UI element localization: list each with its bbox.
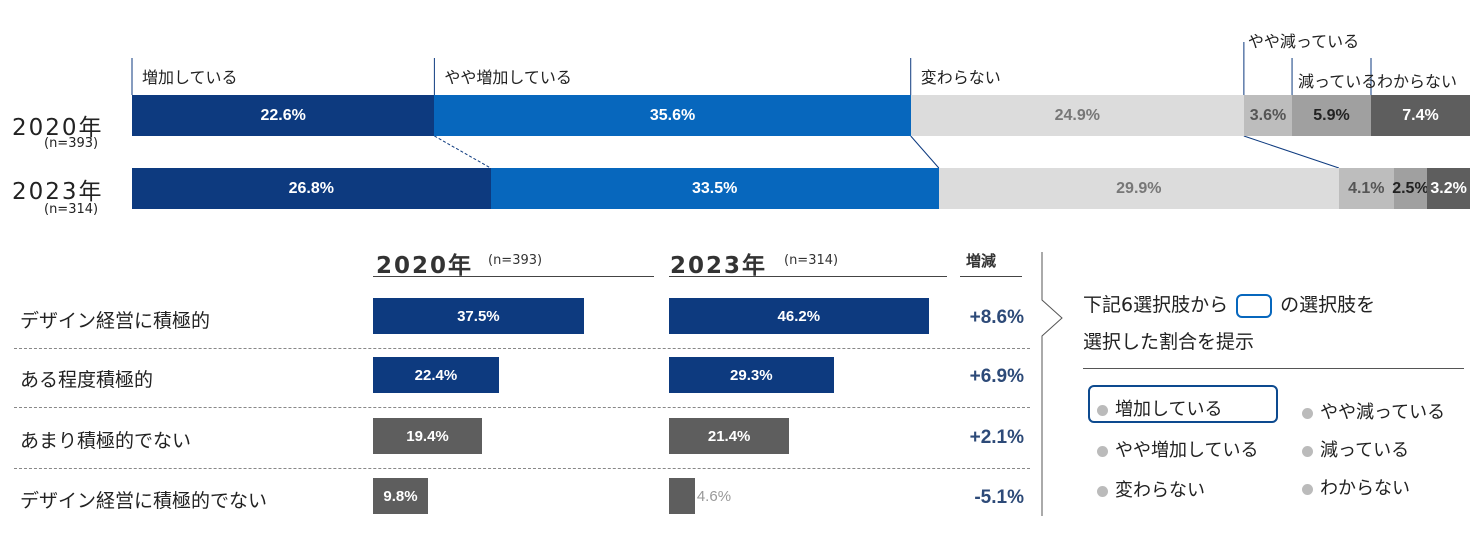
legend-item-slight-increase: やや増加している [1097,436,1258,462]
stacked-segment: 33.5% [490,168,939,209]
bar-2020: 9.8% [373,478,429,514]
row-n-2020: (n=393) [44,136,99,151]
row-n-2023: (n=314) [44,202,99,217]
bar-2023: 46.2% [669,298,929,334]
change-header: 増減 [966,252,997,270]
bar-2023: 29.3% [669,357,834,393]
stacked-segment: 4.1% [1338,168,1394,209]
category-label: やや増加している [444,68,572,87]
change-value: +8.6% [969,307,1024,328]
bar-2023: 21.4% [669,418,790,454]
legend-divider [1083,368,1464,369]
bar-2020: 19.4% [373,418,483,454]
legend-item-increase: 増加している [1097,395,1222,421]
legend-note: 下記6選択肢から の選択肢を [1083,290,1375,318]
category-label: 増加している [142,68,238,87]
row-label: デザイン経営に積極的 [20,310,211,332]
row-divider [14,348,1030,349]
legend-dot-icon [1302,483,1313,495]
row-label: ある程度積極的 [20,369,154,391]
category-label: 減っている [1298,72,1378,91]
row-divider [14,468,1030,469]
stacked-segment: 3.2% [1427,168,1470,209]
col-2023-underline [669,276,947,277]
stacked-segment: 35.6% [434,95,911,136]
change-value: -5.1% [974,487,1024,508]
row-label: あまり積極的でない [20,430,192,452]
legend-dot-icon [1097,485,1108,497]
stacked-connector-lines [131,42,1372,169]
legend-highlight-box [1088,385,1278,423]
stacked-segment: 22.6% [132,95,435,136]
legend-dot-icon [1302,445,1313,457]
stacked-segment: 26.8% [132,168,491,209]
category-label: わからない [1376,72,1457,91]
stacked-segment: 2.5% [1392,168,1429,209]
legend-dot-icon [1302,407,1313,419]
legend-item-decrease: 減っている [1302,436,1409,462]
legend-item-no-change: 変わらない [1097,476,1205,502]
col-2020-n: (n=393) [488,253,543,268]
stacked-segment: 29.9% [938,168,1339,209]
highlight-box-sample [1236,293,1273,318]
bar-2020: 37.5% [373,298,584,334]
row-connector-line [1243,135,1340,169]
row-divider [14,407,1030,408]
legend-note-before: 下記6選択肢から [1083,294,1229,316]
col-2023-year: 2023年 [670,253,768,279]
change-value: +2.1% [969,427,1024,448]
bar-2023: 4.6% [669,478,731,514]
stacked-segment: 3.6% [1243,95,1293,136]
category-label: やや減っている [1247,32,1360,51]
col-2020-underline [373,276,654,277]
stacked-segment: 24.9% [910,95,1244,136]
col-2023-n: (n=314) [784,253,839,268]
stacked-segment: 7.4% [1370,95,1470,136]
legend-dot-icon [1097,445,1108,457]
legend-item-slight-decrease: やや減っている [1302,398,1445,424]
row-year-2020: 2020年 [12,115,104,141]
bracket-line [1041,252,1063,516]
stacked-segment: 5.9% [1292,95,1371,136]
legend-item-unknown: わからない [1302,474,1410,500]
legend-note-after: の選択肢を [1280,294,1376,316]
row-year-2023: 2023年 [12,179,104,205]
row-connector-line [910,135,940,169]
bar-value-label: 4.6% [696,487,732,505]
legend-dot-icon [1097,404,1108,416]
col-2020-year: 2020年 [376,253,474,279]
row-connector-line [434,135,491,169]
category-label: 変わらない [920,68,1001,87]
bar-2020: 22.4% [373,357,499,393]
change-underline [960,276,1022,277]
change-value: +6.9% [969,366,1024,387]
row-label: デザイン経営に積極的でない [20,490,268,512]
legend-note-line2: 選択した割合を提示 [1083,331,1255,353]
